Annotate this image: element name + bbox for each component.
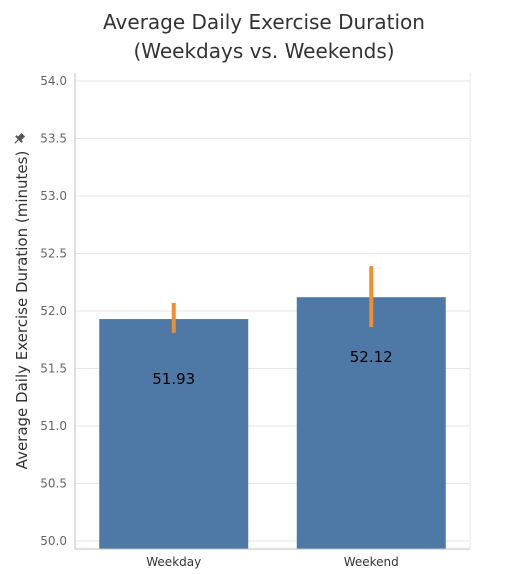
x-tick-label-weekday: Weekday — [146, 555, 201, 569]
bars — [99, 266, 446, 549]
y-tick-label-8: 54.0 — [40, 74, 67, 88]
y-tick-label-0: 50.0 — [40, 534, 67, 548]
bar-weekend — [297, 297, 446, 549]
y-tick-label-7: 53.5 — [40, 132, 67, 146]
pin-icon[interactable] — [12, 132, 27, 147]
y-tick-label-3: 51.5 — [40, 362, 67, 376]
data-label-weekday: 51.93 — [152, 370, 195, 388]
x-tick-label-weekend: Weekend — [344, 555, 399, 569]
y-tick-label-1: 50.5 — [40, 477, 67, 491]
y-axis-title: Average Daily Exercise Duration (minutes… — [13, 151, 31, 470]
bar-weekday — [99, 319, 248, 549]
y-tick-label-2: 51.0 — [40, 419, 67, 433]
y-tick-label-5: 52.5 — [40, 247, 67, 261]
data-label-weekend: 52.12 — [350, 348, 393, 366]
y-tick-label-4: 52.0 — [40, 304, 67, 318]
y-tick-label-6: 53.0 — [40, 189, 67, 203]
